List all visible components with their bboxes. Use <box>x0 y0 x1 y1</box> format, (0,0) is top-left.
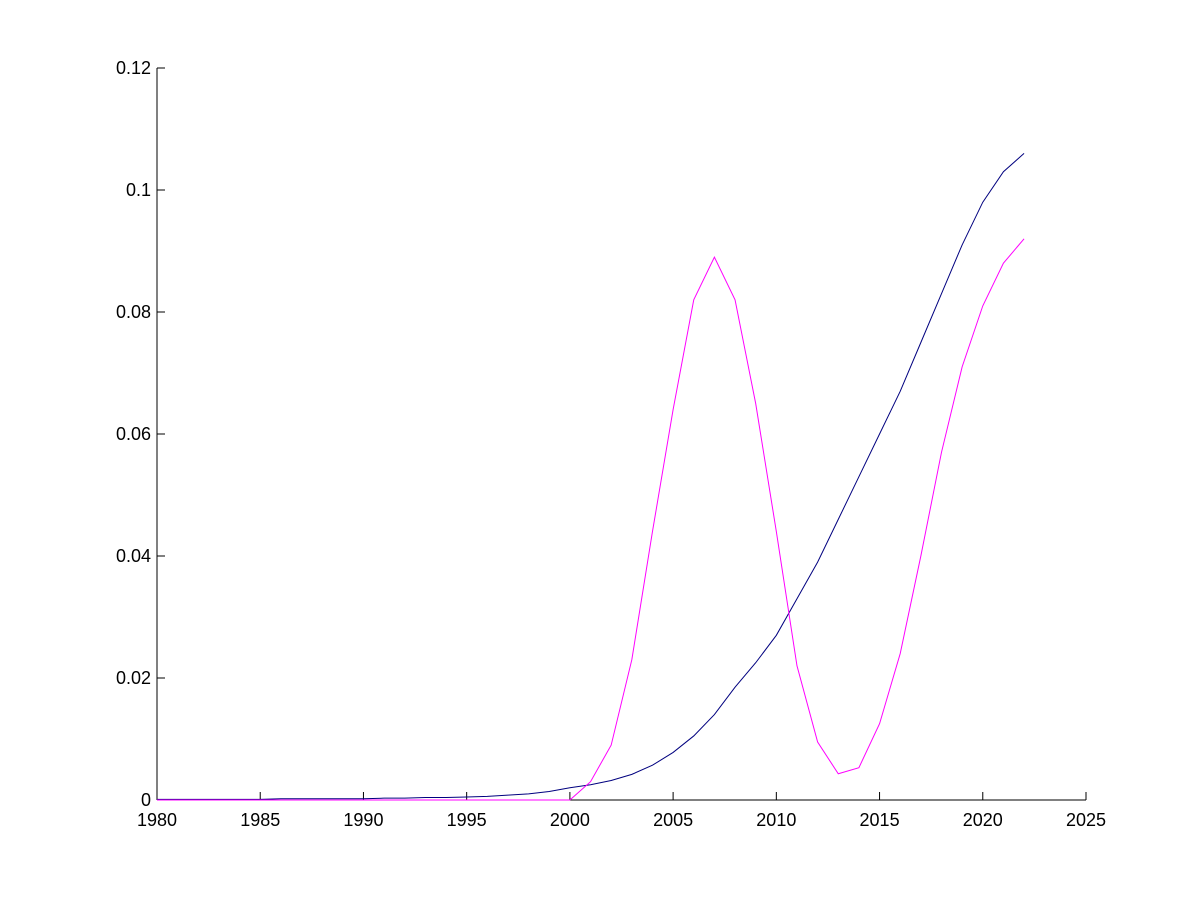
series-line <box>157 153 1025 800</box>
y-tick-label: 0.08 <box>116 302 151 322</box>
y-tick-label: 0 <box>141 790 151 810</box>
y-tick-label: 0.06 <box>116 424 151 444</box>
series-line <box>157 238 1025 801</box>
x-tick-label: 2010 <box>756 810 796 830</box>
x-tick-label: 2020 <box>963 810 1003 830</box>
y-tick-label: 0.02 <box>116 668 151 688</box>
y-tick-label: 0.04 <box>116 546 151 566</box>
y-tick-label: 0.1 <box>126 180 151 200</box>
x-tick-label: 2000 <box>550 810 590 830</box>
x-tick-label: 1980 <box>137 810 177 830</box>
y-tick-label: 0.12 <box>116 58 151 78</box>
x-tick-label: 1990 <box>343 810 383 830</box>
x-tick-label: 2025 <box>1066 810 1106 830</box>
x-tick-label: 1985 <box>240 810 280 830</box>
x-tick-label: 1995 <box>447 810 487 830</box>
x-tick-label: 2015 <box>860 810 900 830</box>
x-tick-label: 2005 <box>653 810 693 830</box>
